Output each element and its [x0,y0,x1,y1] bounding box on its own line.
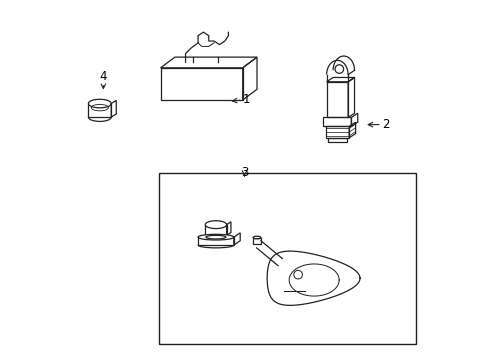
Ellipse shape [88,99,111,108]
Ellipse shape [205,221,226,229]
Bar [159,173,415,344]
Text: 2: 2 [367,118,388,131]
Text: 3: 3 [240,166,248,179]
Text: 1: 1 [232,93,249,106]
Bar [205,225,226,235]
Ellipse shape [198,234,233,240]
Text: 4: 4 [100,70,107,89]
Bar [88,104,111,117]
Bar [198,237,233,245]
Ellipse shape [205,235,225,239]
Ellipse shape [253,236,261,239]
Bar [253,238,261,244]
